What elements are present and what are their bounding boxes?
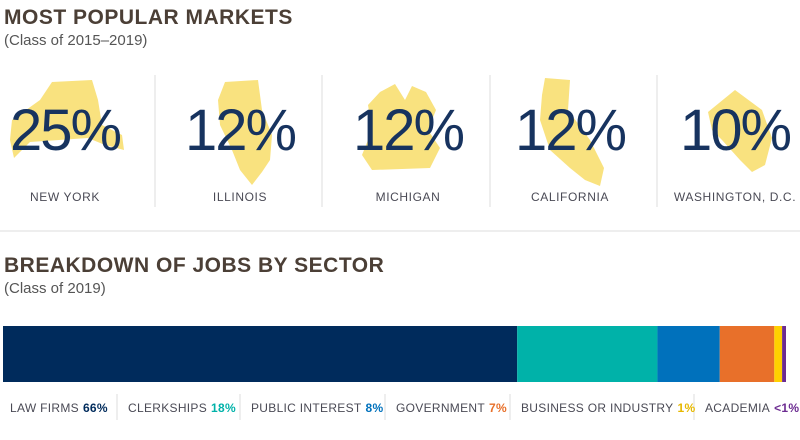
legend-name: GOVERNMENT (396, 401, 485, 415)
state-shape (10, 80, 124, 158)
bar-segment (517, 326, 658, 382)
legend-entry: PUBLIC INTEREST 8% (251, 401, 384, 415)
legend-name: PUBLIC INTEREST (251, 401, 362, 415)
market-value: 12% (185, 98, 296, 163)
bar-segment (657, 326, 720, 382)
legend-name: ACADEMIA (705, 401, 770, 415)
chart-subtitle: (Class of 2019) (4, 280, 106, 297)
legend-value: <1% (774, 401, 799, 415)
section-subtitle: (Class of 2015–2019) (4, 32, 147, 49)
market-label: CALIFORNIA (531, 190, 609, 204)
bar-segment (782, 326, 786, 382)
bar-segment (719, 326, 775, 382)
section-title: MOST POPULAR MARKETS (4, 6, 293, 29)
chart-title: BREAKDOWN OF JOBS BY SECTOR (4, 254, 384, 277)
market-label: ILLINOIS (213, 190, 267, 204)
state-shape (540, 78, 604, 186)
market-value: 12% (353, 98, 464, 163)
market-separators (0, 75, 800, 232)
market-value: 25% (10, 98, 121, 163)
legend-entry: ACADEMIA <1% (705, 401, 799, 415)
legend-entry: LAW FIRMS 66% (10, 401, 108, 415)
legend-name: CLERKSHIPS (128, 401, 207, 415)
state-shape (708, 90, 772, 172)
legend-entry: GOVERNMENT 7% (396, 401, 507, 415)
legend-entry: BUSINESS OR INDUSTRY 1% (521, 401, 695, 415)
bar-segment (774, 326, 783, 382)
legend-value: 8% (366, 401, 384, 415)
legend-value: 18% (211, 401, 236, 415)
legend-value: 66% (83, 401, 108, 415)
market-value: 12% (515, 98, 626, 163)
legend-name: LAW FIRMS (10, 401, 79, 415)
market-value: 10% (680, 98, 791, 163)
legend-value: 7% (489, 401, 507, 415)
bar-segment (3, 326, 518, 382)
legend-entry: CLERKSHIPS 18% (128, 401, 236, 415)
legend-name: BUSINESS OR INDUSTRY (521, 401, 673, 415)
legend-value: 1% (677, 401, 695, 415)
state-shape (218, 80, 272, 185)
market-label: MICHIGAN (376, 190, 441, 204)
state-shape (362, 84, 440, 170)
market-label: NEW YORK (30, 190, 100, 204)
market-label: WASHINGTON, D.C. (674, 190, 796, 204)
